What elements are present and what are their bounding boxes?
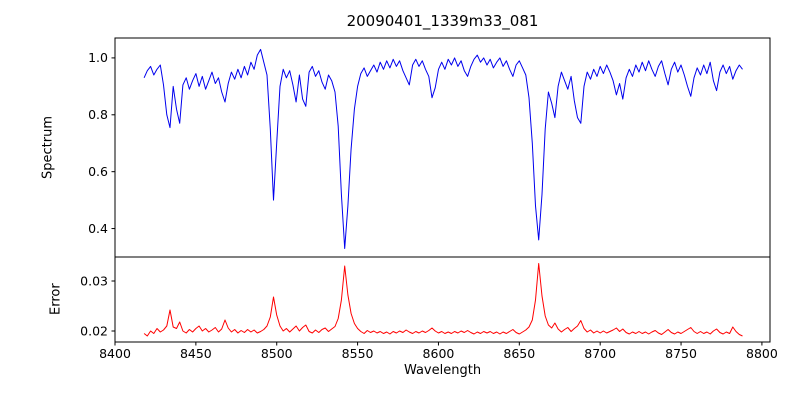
x-tick-label: 8450 <box>180 346 212 361</box>
y-tick-label: 0.8 <box>88 107 108 122</box>
y-tick-label: 0.6 <box>88 164 108 179</box>
spectrum-line <box>143 48 743 249</box>
x-tick-label: 8700 <box>584 346 616 361</box>
x-tick-label: 8500 <box>261 346 293 361</box>
x-tick-label: 8600 <box>423 346 455 361</box>
spectrum-axes-frame <box>114 37 771 258</box>
x-tick-label: 8650 <box>503 346 535 361</box>
y-tick-label: 0.03 <box>80 273 108 288</box>
error-line <box>143 263 743 337</box>
x-tick-label: 8750 <box>665 346 697 361</box>
y-tick-label: 0.4 <box>88 221 108 236</box>
y-tick-label: 1.0 <box>88 50 108 65</box>
chart-title: 20090401_1339m33_081 <box>346 12 539 30</box>
x-tick-label: 8400 <box>99 346 131 361</box>
wavelength-axis-label: Wavelength <box>403 363 482 378</box>
x-tick-label: 8800 <box>746 346 778 361</box>
y-tick-label: 0.02 <box>80 323 108 338</box>
x-tick-label: 8550 <box>342 346 374 361</box>
error-axes-frame <box>114 256 771 343</box>
